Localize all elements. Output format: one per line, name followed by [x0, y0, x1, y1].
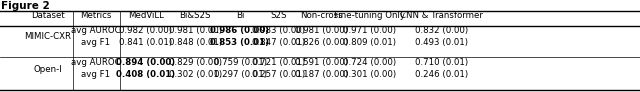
Text: 0.847 (0.01): 0.847 (0.01): [252, 38, 305, 47]
Text: avg F1: avg F1: [81, 70, 111, 79]
Text: 0.408 (0.01): 0.408 (0.01): [116, 70, 175, 79]
Text: 0.981 (0.00): 0.981 (0.00): [295, 26, 348, 35]
Text: 0.971 (0.00): 0.971 (0.00): [344, 26, 396, 35]
Text: Metrics: Metrics: [80, 11, 112, 20]
Text: 0.246 (0.01): 0.246 (0.01): [415, 70, 468, 79]
Text: avg AUROC: avg AUROC: [71, 26, 121, 35]
Text: 0.710 (0.01): 0.710 (0.01): [415, 58, 468, 67]
Text: 0.591 (0.00): 0.591 (0.00): [295, 58, 348, 67]
Text: 0.826 (0.00): 0.826 (0.00): [294, 38, 348, 47]
Text: 0.832 (0.00): 0.832 (0.00): [415, 26, 468, 35]
Text: 0.853 (0.01): 0.853 (0.01): [211, 38, 269, 47]
Text: 0.187 (0.00): 0.187 (0.00): [294, 70, 348, 79]
Text: 0.257 (0.01): 0.257 (0.01): [252, 70, 305, 79]
Text: Fine-tuning Only: Fine-tuning Only: [335, 11, 405, 20]
Text: 0.721 (0.01): 0.721 (0.01): [252, 58, 305, 67]
Text: avg AUROC: avg AUROC: [71, 58, 121, 67]
Text: Bi&S2S: Bi&S2S: [179, 11, 211, 20]
Text: Figure 2: Figure 2: [1, 1, 50, 11]
Text: 0.297 (0.01): 0.297 (0.01): [214, 70, 266, 79]
Text: MedViLL: MedViLL: [128, 11, 164, 20]
Text: 0.983 (0.00): 0.983 (0.00): [252, 26, 305, 35]
Text: 0.986 (0.00): 0.986 (0.00): [211, 26, 269, 35]
Text: 0.829 (0.00): 0.829 (0.00): [169, 58, 221, 67]
Text: Dataset: Dataset: [31, 11, 65, 20]
Text: Open-I: Open-I: [34, 64, 62, 74]
Text: 0.759 (0.01): 0.759 (0.01): [214, 58, 266, 67]
Text: 0.981 (0.00): 0.981 (0.00): [169, 26, 221, 35]
Text: S2S: S2S: [270, 11, 287, 20]
Text: 0.302 (0.01): 0.302 (0.01): [168, 70, 222, 79]
Text: Non-cross: Non-cross: [300, 11, 342, 20]
Text: 0.982 (0.00): 0.982 (0.00): [120, 26, 172, 35]
Text: 0.724 (0.00): 0.724 (0.00): [343, 58, 397, 67]
Text: 0.809 (0.01): 0.809 (0.01): [344, 38, 396, 47]
Text: Bi: Bi: [236, 11, 244, 20]
Text: CNN & Transformer: CNN & Transformer: [400, 11, 483, 20]
Text: 0.301 (0.00): 0.301 (0.00): [343, 70, 397, 79]
Text: 0.894 (0.00): 0.894 (0.00): [116, 58, 175, 67]
Text: MIMIC-CXR: MIMIC-CXR: [24, 32, 72, 41]
Text: 0.848 (0.01): 0.848 (0.01): [168, 38, 222, 47]
Text: 0.493 (0.01): 0.493 (0.01): [415, 38, 468, 47]
Text: avg F1: avg F1: [81, 38, 111, 47]
Text: 0.841 (0.01): 0.841 (0.01): [119, 38, 173, 47]
